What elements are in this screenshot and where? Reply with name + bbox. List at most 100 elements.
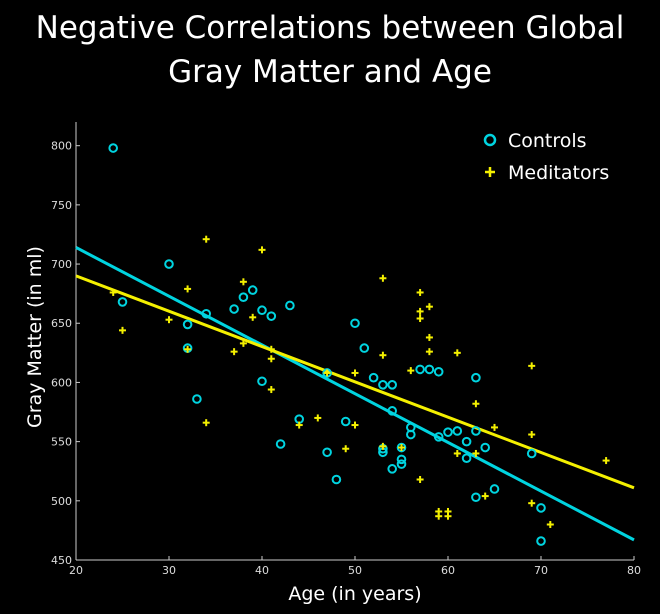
controls-point: [238, 292, 249, 303]
controls-point: [247, 285, 258, 295]
meditators-point: [472, 400, 480, 408]
legend-label-meditators: Meditators: [508, 162, 609, 184]
controls-point: [536, 503, 546, 513]
controls-point: [433, 432, 444, 442]
meditators-point: [472, 449, 480, 457]
y-tick-label: 650: [51, 317, 72, 330]
data-points: [108, 143, 610, 546]
controls-point: [164, 259, 174, 269]
meditators-point: [379, 351, 387, 359]
y-tick-label: 450: [51, 554, 72, 567]
x-tick-label: 80: [627, 564, 641, 577]
meditators-point: [528, 499, 536, 507]
controls-point: [266, 311, 277, 321]
x-tick-label: 60: [441, 564, 455, 577]
y-tick-label: 750: [51, 199, 72, 212]
meditators-point: [267, 345, 275, 353]
controls-point: [489, 484, 500, 494]
controls-point: [387, 464, 398, 474]
controls-point: [415, 364, 425, 375]
controls-point: [201, 308, 211, 319]
controls-point: [117, 297, 128, 307]
controls-point: [322, 447, 332, 458]
controls-point: [359, 343, 370, 353]
meditators-point: [314, 414, 322, 422]
meditators-point: [202, 419, 210, 427]
meditators-point: [379, 442, 387, 450]
meditators-point: [230, 348, 238, 356]
controls-point: [424, 364, 435, 375]
meditators-fit-line: [75, 274, 635, 490]
meditators-point: [379, 274, 387, 282]
x-tick-label: 30: [162, 564, 176, 577]
controls-point: [406, 429, 416, 440]
fit-lines: [75, 246, 635, 542]
meditators-point: [425, 333, 433, 341]
controls-point: [331, 474, 342, 485]
controls-point: [396, 454, 407, 465]
controls-point: [471, 372, 481, 383]
meditators-point: [202, 235, 210, 243]
x-tick-label: 20: [69, 564, 83, 577]
meditators-point: [425, 303, 433, 311]
meditators-point: [491, 423, 498, 431]
controls-point: [452, 426, 463, 436]
meditators-point: [267, 386, 275, 394]
meditators-point: [184, 285, 192, 293]
controls-fit-line: [75, 246, 635, 542]
meditators-point: [453, 349, 461, 357]
meditators-point: [165, 316, 173, 324]
meditators-point: [528, 431, 536, 439]
meditators-point: [109, 288, 117, 296]
meditators-point: [323, 369, 331, 377]
axes: 20 30 40 50 60 70 80 450 500 550 600 650 700 750 800: [51, 122, 641, 577]
meditators-point: [528, 362, 536, 370]
y-axis-label: Gray Matter (in ml): [24, 246, 46, 428]
controls-point: [471, 426, 481, 436]
y-tick-label: 800: [51, 140, 72, 153]
meditators-point: [239, 339, 247, 347]
controls-point: [387, 380, 398, 390]
y-tick-label: 550: [51, 436, 72, 449]
chart-title-line-1: Negative Correlations between Global: [35, 10, 625, 46]
legend-marker-controls: [483, 133, 497, 147]
controls-point: [229, 304, 239, 314]
meditators-point: [249, 313, 257, 321]
legend-marker-meditators: [485, 167, 495, 177]
controls-point: [396, 442, 407, 453]
meditators-point: [239, 278, 247, 286]
x-tick-label: 70: [534, 564, 548, 577]
meditators-point: [342, 445, 350, 453]
meditators-point: [435, 512, 443, 520]
controls-point: [443, 427, 453, 437]
controls-point: [536, 536, 546, 546]
controls-point: [257, 305, 267, 316]
meditators-point: [481, 492, 489, 500]
controls-point: [322, 368, 332, 378]
controls-point: [461, 453, 472, 463]
meditators-point: [258, 246, 266, 254]
chart-title-line-2: Gray Matter and Age: [168, 54, 492, 90]
controls-point: [257, 376, 267, 387]
meditators-point: [184, 345, 192, 353]
meditators-point: [351, 421, 359, 429]
controls-point: [378, 380, 388, 390]
meditators-point: [416, 476, 424, 484]
meditators-point: [267, 355, 275, 363]
controls-point: [182, 319, 193, 330]
controls-point: [471, 492, 481, 503]
controls-point: [350, 318, 360, 329]
x-tick-label: 40: [255, 564, 269, 577]
meditators-point: [546, 520, 554, 528]
meditators-point: [351, 369, 359, 377]
meditators-point: [398, 444, 405, 452]
meditators-point: [425, 348, 433, 356]
controls-point: [192, 394, 202, 404]
controls-point: [526, 448, 537, 459]
meditators-point: [602, 457, 610, 465]
controls-point: [480, 442, 491, 453]
y-tick-label: 600: [51, 376, 72, 389]
controls-point: [285, 300, 295, 311]
controls-point: [461, 436, 472, 447]
